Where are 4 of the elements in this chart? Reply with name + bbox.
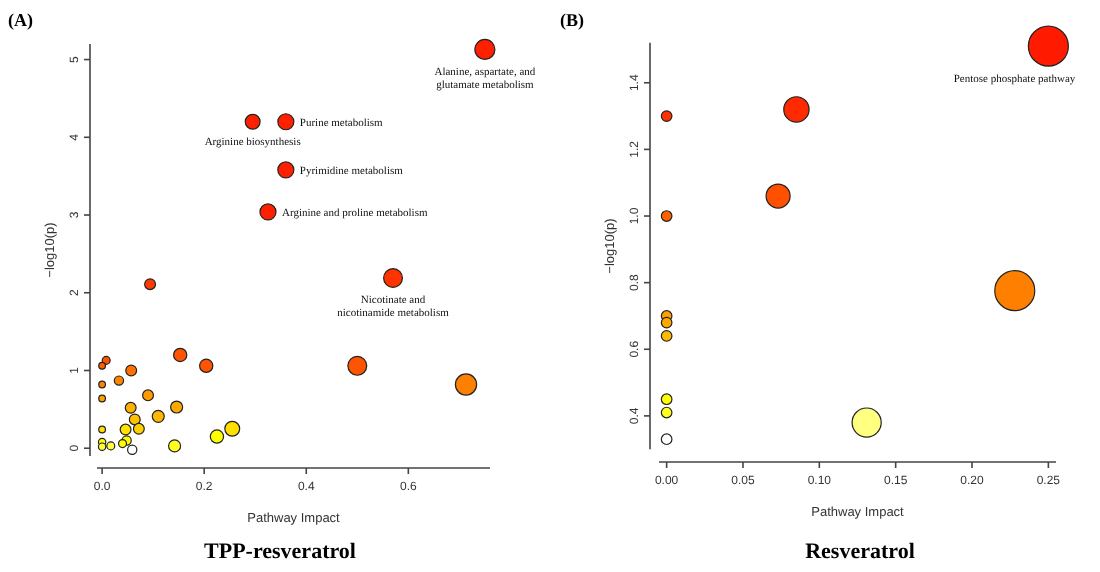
text: (A)	[8, 10, 33, 30]
text: TPP-resveratrol	[204, 540, 356, 564]
text: (B)	[560, 10, 584, 30]
text: Resveratrol	[805, 540, 915, 564]
